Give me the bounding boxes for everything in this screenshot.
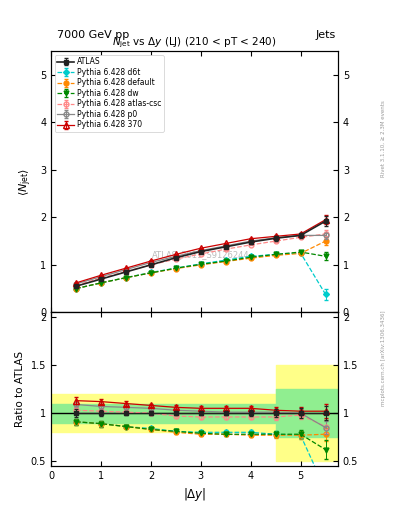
Y-axis label: Ratio to ATLAS: Ratio to ATLAS xyxy=(15,351,25,427)
Y-axis label: $\langle N_\mathregular{jet}\rangle$: $\langle N_\mathregular{jet}\rangle$ xyxy=(18,167,35,196)
Legend: ATLAS, Pythia 6.428 d6t, Pythia 6.428 default, Pythia 6.428 dw, Pythia 6.428 atl: ATLAS, Pythia 6.428 d6t, Pythia 6.428 de… xyxy=(55,55,164,132)
Title: $N_\mathregular{jet}$ vs $\Delta y$ (LJ) (210 < pT < 240): $N_\mathregular{jet}$ vs $\Delta y$ (LJ)… xyxy=(112,36,277,51)
Text: Rivet 3.1.10, ≥ 2.3M events: Rivet 3.1.10, ≥ 2.3M events xyxy=(381,100,386,177)
Text: mcplots.cern.ch [arXiv:1306.3436]: mcplots.cern.ch [arXiv:1306.3436] xyxy=(381,311,386,406)
X-axis label: $|\Delta y|$: $|\Delta y|$ xyxy=(183,486,206,503)
Text: Jets: Jets xyxy=(316,30,336,40)
Text: ATLAS_2011_S9126244: ATLAS_2011_S9126244 xyxy=(151,250,249,260)
Text: 7000 GeV pp: 7000 GeV pp xyxy=(57,30,129,40)
